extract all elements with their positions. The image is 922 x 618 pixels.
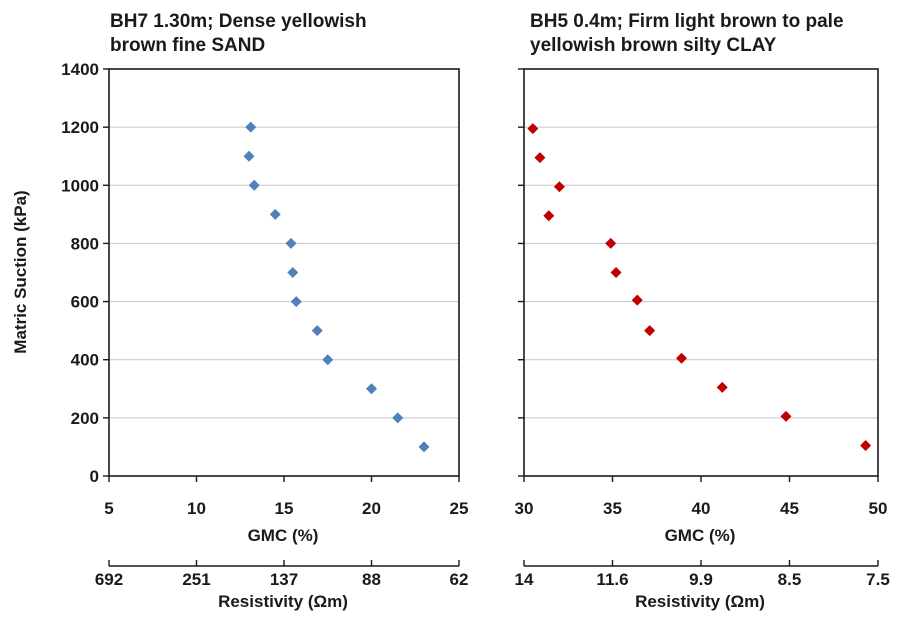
data-point <box>605 237 617 249</box>
right-title-line-2: yellowish brown silty CLAY <box>530 35 777 56</box>
x-tick-label: 5 <box>104 499 113 518</box>
y-tick-label: 200 <box>71 409 99 428</box>
data-point <box>644 325 656 337</box>
right-plot-area: 30 35 40 45 50 14 11.6 9.9 8.5 7.5 <box>515 68 890 589</box>
y-tick-label: 1400 <box>61 60 99 79</box>
data-point <box>245 121 257 133</box>
right-secondary-axis-label: Resistivity (Ωm) <box>635 592 765 611</box>
secondary-tick-label: 9.9 <box>689 570 713 589</box>
left-title-line-2: brown fine SAND <box>110 35 265 56</box>
x-tick-label: 45 <box>780 499 799 518</box>
data-point <box>716 381 728 393</box>
data-point <box>290 296 302 308</box>
x-tick-label: 10 <box>187 499 206 518</box>
right-x-axis-label: GMC (%) <box>665 526 736 545</box>
data-point <box>287 267 299 278</box>
secondary-tick-label: 14 <box>515 570 534 589</box>
secondary-tick-label: 11.6 <box>596 570 628 589</box>
x-tick-label: 25 <box>450 499 469 518</box>
right-title-line-1: BH5 0.4m; Firm light brown to pale <box>530 11 844 32</box>
x-tick-label: 40 <box>692 499 711 518</box>
secondary-tick-label: 8.5 <box>778 570 802 589</box>
data-point <box>366 383 377 395</box>
right-panel: BH5 0.4m; Firm light brown to pale yello… <box>515 11 890 611</box>
data-point <box>553 181 565 193</box>
left-panel: BH7 1.30m; Dense yellowish brown fine SA… <box>11 11 468 611</box>
y-tick-label: 800 <box>71 234 99 253</box>
data-point <box>243 150 255 162</box>
left-y-axis-label: Matric Suction (kPa) <box>11 190 30 353</box>
data-point <box>311 325 323 337</box>
data-point <box>676 352 688 364</box>
data-point <box>780 410 792 422</box>
plot-frame <box>523 68 879 477</box>
left-title-line-1: BH7 1.30m; Dense yellowish <box>110 11 367 32</box>
left-x-axis-label: GMC (%) <box>248 526 319 545</box>
secondary-tick-label: 62 <box>450 570 469 589</box>
left-plot-area: 0 200 400 600 800 1000 1200 1400 5 10 15 20 25 692 251… <box>61 60 468 589</box>
data-point <box>631 294 643 306</box>
left-secondary-axis-label: Resistivity (Ωm) <box>218 592 348 611</box>
data-point <box>248 179 260 191</box>
data-point <box>285 237 297 249</box>
y-tick-label: 1200 <box>61 118 99 137</box>
secondary-tick-label: 251 <box>182 570 210 589</box>
y-tick-label: 400 <box>71 351 99 370</box>
y-tick-label: 0 <box>90 467 99 486</box>
x-tick-label: 50 <box>869 499 888 518</box>
y-tick-label: 600 <box>71 293 99 312</box>
data-point <box>860 439 872 451</box>
data-point <box>418 441 430 453</box>
data-point <box>527 123 539 135</box>
secondary-tick-label: 7.5 <box>866 570 890 589</box>
data-point <box>543 210 555 222</box>
x-tick-label: 35 <box>603 499 622 518</box>
x-tick-label: 30 <box>515 499 534 518</box>
data-point <box>534 152 546 164</box>
data-point <box>269 208 281 220</box>
x-tick-label: 20 <box>362 499 381 518</box>
secondary-tick-label: 692 <box>95 570 123 589</box>
data-point <box>610 267 622 278</box>
secondary-tick-label: 137 <box>270 570 298 589</box>
data-point <box>392 412 404 424</box>
secondary-tick-label: 88 <box>362 570 381 589</box>
plot-frame <box>108 68 460 477</box>
data-point <box>322 354 334 366</box>
x-tick-label: 15 <box>275 499 294 518</box>
y-tick-label: 1000 <box>61 176 99 195</box>
